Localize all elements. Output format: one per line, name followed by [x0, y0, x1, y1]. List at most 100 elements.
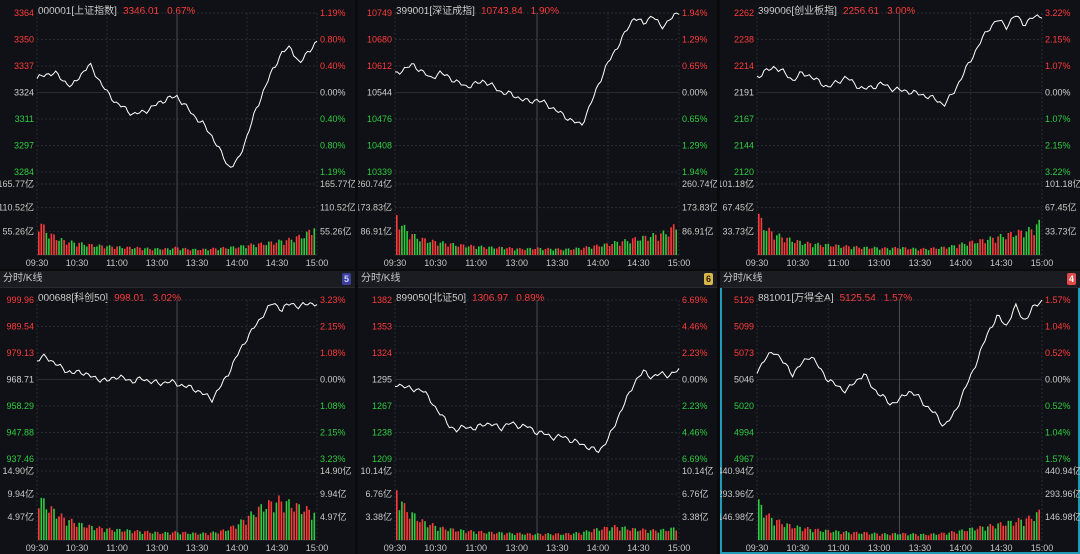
volume-bar [881, 248, 884, 255]
volume-bar [953, 531, 956, 540]
volume-bar [652, 529, 654, 540]
volume-bar [81, 523, 83, 540]
volume-bar [894, 246, 896, 255]
volume-bar [227, 530, 230, 540]
volume-bar [557, 533, 560, 540]
volume-bar [293, 242, 295, 255]
chart-panel-wind-a[interactable]: 分时/K线 4 881001[万得全A] 5125.54 1.57% 5126 1.57% 5… [720, 271, 1080, 554]
price-axis-label: 2120 [734, 167, 754, 177]
volume-bar [70, 240, 73, 255]
volume-bar [642, 528, 644, 540]
volume-bar [68, 242, 70, 255]
volume-bar [876, 533, 878, 540]
volume-bar [521, 534, 524, 540]
chart-panel-star50[interactable]: 分时/K线 5 000688[科创50] 998.01 3.02% 999.96 3.23%… [0, 271, 355, 554]
volume-bar [642, 235, 644, 255]
volume-bar [421, 519, 424, 540]
volume-bar [419, 522, 421, 540]
volume-bar [403, 224, 406, 255]
tab-timeshare-kline[interactable]: 分时/K线 [723, 273, 763, 284]
tab-timeshare-kline[interactable]: 分时/K线 [361, 273, 401, 284]
time-axis-label: 10:30 [66, 258, 89, 268]
volume-bar [313, 512, 316, 540]
volume-bar [832, 246, 835, 255]
volume-bar [927, 535, 930, 540]
volume-bar [151, 533, 154, 540]
panel-link-badge[interactable]: 4 [1066, 273, 1076, 285]
volume-bar [91, 525, 93, 540]
volume-bar [40, 497, 43, 540]
volume-bar [521, 249, 524, 255]
volume-bar [230, 526, 232, 540]
volume-bar [827, 530, 830, 540]
chart-panel-chinext[interactable]: 399006[创业板指] 2256.61 3.00% 2262 3.22% 2238 2.1… [720, 0, 1080, 269]
volume-bar [139, 247, 141, 255]
volume-bar [565, 533, 567, 540]
volume-bar [257, 506, 260, 540]
volume-bar [1030, 518, 1033, 540]
volume-bar [136, 246, 139, 255]
time-axis-label: 13:30 [546, 543, 569, 553]
pct-axis-label: 1.07% [1045, 114, 1071, 124]
volume-bar [141, 250, 144, 255]
volume-bar [40, 223, 43, 255]
panel-link-badge[interactable]: 6 [703, 273, 713, 285]
volume-bar [452, 528, 454, 540]
time-axis-label: 13:30 [186, 258, 209, 268]
volume-bar [781, 237, 783, 255]
volume-bar [250, 243, 252, 255]
volume-bar [637, 531, 639, 540]
volume-bar [830, 246, 832, 255]
pct-axis-label: 3.23% [320, 454, 346, 464]
chart-panel-bse50[interactable]: 分时/K线 6 899050[北证50] 1306.97 0.89% 1382 6.69% 1… [358, 271, 717, 554]
volume-bar [549, 248, 552, 255]
time-axis-label: 14:30 [627, 543, 650, 553]
volume-bar [907, 249, 909, 255]
volume-bar [806, 527, 809, 540]
volume-bar [214, 532, 217, 540]
volume-bar [590, 248, 593, 255]
volume-bar [101, 245, 103, 255]
tab-timeshare-kline[interactable]: 分时/K线 [3, 273, 43, 284]
panel-link-badge[interactable]: 5 [341, 273, 351, 285]
volume-bar [896, 534, 899, 540]
volume-bar [878, 249, 881, 255]
volume-bar [93, 246, 96, 255]
volume-bar [935, 248, 938, 255]
volume-bar [511, 533, 513, 540]
volume-bar [588, 531, 590, 540]
volume-bar [560, 249, 562, 255]
volume-bar [619, 530, 621, 540]
volume-bar [1005, 239, 1007, 255]
volume-bar [619, 245, 621, 255]
volume-bar [770, 231, 773, 255]
volume-bar [814, 243, 817, 255]
index-price: 998.01 [114, 293, 145, 304]
volume-bar [809, 243, 812, 255]
volume-bar [53, 234, 55, 255]
volume-bar [909, 534, 912, 540]
volume-bar [891, 533, 894, 540]
volume-bar [935, 534, 938, 540]
time-axis-label: 13:30 [909, 258, 932, 268]
volume-bar [765, 230, 768, 255]
volume-bar [280, 501, 283, 540]
volume-bar [776, 520, 778, 540]
volume-bar [270, 501, 273, 540]
volume-bar [629, 243, 631, 255]
volume-bar [999, 233, 1002, 255]
time-axis-label: 13:30 [546, 258, 569, 268]
pct-axis-label: 3.23% [320, 295, 346, 305]
volume-bar [667, 531, 670, 540]
volume-bar [220, 247, 222, 255]
volume-bar [73, 242, 75, 255]
volume-bar [927, 250, 930, 255]
volume-bar [472, 245, 475, 255]
volume-bar [413, 234, 416, 255]
volume-bar [909, 248, 912, 255]
volume-bar [444, 529, 447, 540]
chart-panel-szse[interactable]: 399001[深证成指] 10743.84 1.90% 10749 1.94% 10680… [358, 0, 717, 269]
pct-axis-label: 1.19% [320, 8, 346, 18]
chart-panel-sse[interactable]: 000001[上证指数] 3346.01 0.67% 3364 1.19% 3350 0.8… [0, 0, 355, 269]
volume-bar [796, 525, 799, 540]
